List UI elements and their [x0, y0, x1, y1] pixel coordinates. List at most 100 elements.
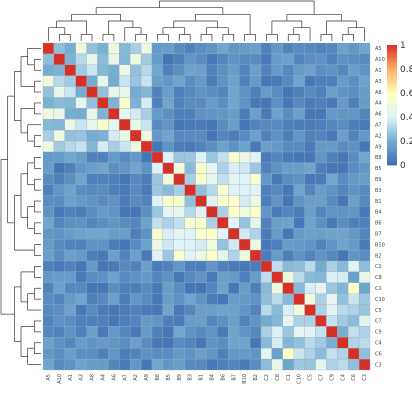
heatmap-cell	[326, 326, 338, 338]
heatmap-cell	[315, 86, 327, 98]
heatmap-cell	[260, 239, 273, 251]
heatmap-cell	[86, 108, 98, 120]
heatmap-cell	[64, 130, 76, 142]
heatmap-cell	[260, 358, 273, 371]
heatmap-cell	[53, 195, 65, 207]
column-label: B3	[188, 374, 194, 381]
heatmap-cell	[304, 162, 316, 174]
heatmap-cell	[108, 86, 120, 98]
heatmap-cell	[162, 217, 174, 229]
heatmap-cell	[239, 151, 251, 164]
colorbar-segment	[387, 103, 397, 106]
heatmap-cell	[239, 304, 251, 316]
heatmap-cell	[217, 75, 229, 87]
heatmap-cell	[86, 326, 98, 338]
heatmap-cell	[282, 249, 294, 262]
heatmap-cell	[304, 86, 316, 98]
heatmap-cell	[260, 162, 273, 174]
heatmap-cell	[358, 326, 371, 338]
row-label: B9	[375, 177, 382, 183]
heatmap-cell	[64, 140, 76, 153]
heatmap-cell	[228, 151, 240, 164]
heatmap-cell	[239, 337, 251, 349]
heatmap-cell	[206, 271, 218, 283]
heatmap-cell	[42, 337, 55, 349]
heatmap-cell	[239, 260, 251, 273]
heatmap-cell	[315, 130, 327, 142]
heatmap-cell	[228, 282, 240, 294]
heatmap-cell	[42, 326, 55, 338]
heatmap-cell	[228, 293, 240, 305]
heatmap-cell	[130, 304, 142, 316]
heatmap-cell	[260, 86, 273, 98]
heatmap-cell	[271, 337, 283, 349]
heatmap-cell	[282, 53, 294, 65]
heatmap-cell	[97, 239, 109, 251]
heatmap-cell	[293, 217, 305, 229]
heatmap-cell	[195, 239, 207, 251]
heatmap-cell	[217, 173, 229, 185]
heatmap-cell	[162, 119, 174, 131]
heatmap-cell	[282, 228, 294, 240]
heatmap-cell	[239, 217, 251, 229]
heatmap-cell	[282, 304, 294, 316]
heatmap-cell	[326, 304, 338, 316]
heatmap-cell	[108, 337, 120, 349]
heatmap-cell	[348, 304, 360, 316]
heatmap-cell	[271, 42, 283, 55]
heatmap-cell	[260, 108, 273, 120]
heatmap-cell	[119, 195, 131, 207]
heatmap-cell	[151, 108, 164, 120]
colorbar-tick-label: 0.6	[400, 89, 412, 99]
heatmap-cell	[326, 162, 338, 174]
heatmap-cell	[239, 97, 251, 109]
heatmap-cell	[293, 293, 305, 305]
heatmap-cell	[53, 260, 65, 273]
heatmap-cell	[130, 217, 142, 229]
heatmap-cell	[140, 358, 153, 371]
heatmap-cell	[228, 206, 240, 218]
heatmap-cell	[348, 195, 360, 207]
heatmap-cell	[151, 271, 164, 283]
row-label: C1	[375, 286, 382, 292]
heatmap-cell	[304, 337, 316, 349]
row-label: C5	[375, 308, 382, 314]
heatmap-cell	[75, 64, 87, 76]
heatmap-cell	[119, 140, 131, 153]
heatmap-cell	[271, 195, 283, 207]
heatmap-cell	[293, 326, 305, 338]
heatmap-cell	[239, 228, 251, 240]
heatmap-cell	[260, 184, 273, 196]
heatmap-cell	[130, 53, 142, 65]
heatmap-cell	[217, 249, 229, 262]
row-label: A9	[375, 144, 382, 150]
heatmap-cell	[130, 293, 142, 305]
heatmap-cell	[140, 86, 153, 98]
heatmap-cell	[86, 140, 98, 153]
heatmap-cell	[249, 293, 262, 305]
heatmap-cell	[97, 130, 109, 142]
heatmap-cell	[130, 151, 142, 164]
colorbar-segment	[387, 113, 397, 116]
heatmap-cell	[195, 130, 207, 142]
colorbar-tick-label: 0.2	[400, 137, 412, 147]
heatmap-cell	[108, 162, 120, 174]
heatmap-cell	[130, 348, 142, 360]
heatmap-cell	[195, 162, 207, 174]
heatmap-cell	[348, 64, 360, 76]
heatmap-cell	[337, 239, 349, 251]
heatmap-cell	[151, 249, 164, 262]
heatmap-cell	[326, 271, 338, 283]
heatmap-cell	[97, 64, 109, 76]
heatmap-cell	[337, 326, 349, 338]
heatmap-cell	[75, 162, 87, 174]
heatmap-cell	[326, 315, 338, 327]
colorbar-segment	[387, 93, 397, 96]
heatmap-cell	[108, 140, 120, 153]
heatmap-cell	[64, 162, 76, 174]
heatmap-cell	[86, 75, 98, 87]
heatmap-cell	[53, 75, 65, 87]
heatmap-cell	[75, 358, 87, 371]
heatmap-cell	[53, 228, 65, 240]
